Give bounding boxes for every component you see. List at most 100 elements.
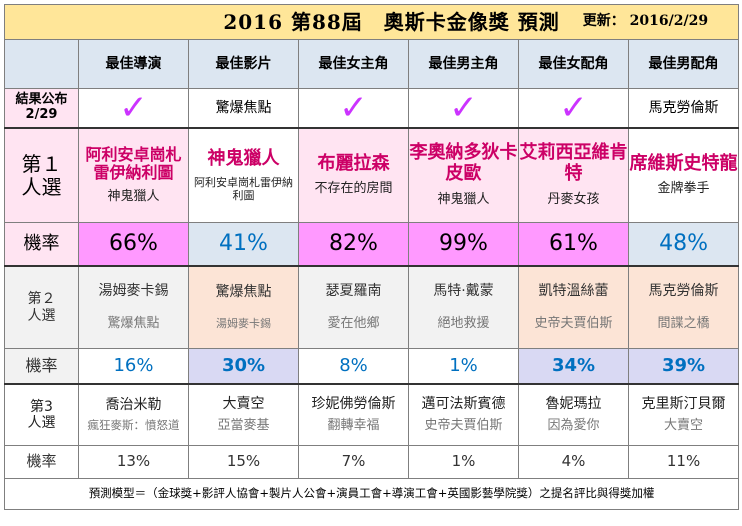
nominee-film: 亞當麥基	[217, 417, 270, 433]
nominee-name: 馬克勞倫斯	[648, 282, 719, 299]
checkmark-icon: ✓	[339, 88, 368, 128]
nominee-film: 驚爆焦點	[107, 316, 160, 332]
nominee-name: 邁可法斯賓德	[421, 396, 506, 413]
rank3-cell: 魯妮瑪拉 因為愛你	[518, 383, 629, 446]
rank3-cell: 珍妮佛勞倫斯 翻轉幸福	[298, 383, 409, 446]
result-cell: ✓	[298, 88, 409, 129]
rank2-label-line1: 第２	[27, 291, 56, 308]
nominee-film: 神鬼獵人	[107, 189, 160, 205]
nominee-name: 馬特·戴蒙	[433, 282, 494, 299]
updated-label: 更新：	[582, 13, 625, 29]
result-label-date: 2/29	[25, 107, 58, 122]
prob-value: 7%	[298, 445, 409, 479]
nominee-name: 凱特溫絲蕾	[538, 282, 609, 299]
nominee-film: 間諜之橋	[657, 316, 710, 332]
nominee-film: 大賣空	[664, 417, 704, 433]
rank3-cell: 邁可法斯賓德 史帝夫賈伯斯	[408, 383, 519, 446]
nominee-name: 驚爆焦點	[215, 284, 272, 301]
title-cell: 2016 第88屆 奧斯卡金像獎 預測 更新： 2016/2/29	[3, 4, 740, 40]
model-footnote: 預測模型＝（金球獎+影評人協會+製片人公會+演員工會+導演工會+英國影藝學院獎）…	[3, 478, 740, 510]
nominee-name: 大賣空	[222, 396, 265, 413]
rank1-label-line2: 人選	[21, 174, 62, 199]
prob-value: 16%	[78, 348, 189, 385]
rank2-row: 第２ 人選 湯姆麥卡錫 驚爆焦點 驚爆焦點 湯姆麥卡錫 瑟夏羅南 愛在他鄉 馬特…	[4, 265, 740, 349]
prob-value: 61%	[518, 222, 629, 267]
prob-value: 15%	[188, 445, 299, 479]
nominee-name: 李奧納多狄卡皮歐	[409, 142, 518, 185]
nominee-film: 因為愛你	[547, 417, 600, 433]
rank1-prob-row: 機率 66% 41% 82% 99% 61% 48%	[4, 222, 740, 267]
rank3-label: 第3 人選	[4, 383, 79, 446]
rank1-cell: 席維斯史特龍 金牌拳手	[627, 127, 740, 223]
nominee-film: 神鬼獵人	[437, 191, 490, 207]
nominee-film: 愛在他鄉	[327, 316, 380, 332]
nominee-name: 布麗拉森	[317, 152, 390, 174]
footer-row: 預測模型＝（金球獎+影評人協會+製片人公會+演員工會+導演工會+英國影藝學院獎）…	[3, 478, 740, 510]
nominee-name: 珍妮佛勞倫斯	[311, 396, 396, 413]
rank2-label-line2: 人選	[27, 307, 56, 324]
rank2-cell: 湯姆麥卡錫 驚爆焦點	[78, 265, 189, 349]
header-blank	[4, 39, 79, 89]
prob-value: 1%	[408, 445, 519, 479]
nominee-name: 席維斯史特龍	[629, 152, 738, 174]
nominee-film: 絕地救援	[437, 316, 490, 332]
prob-label: 機率	[4, 222, 79, 267]
nominee-name: 艾莉西亞維肯特	[519, 142, 628, 185]
nominee-film: 不存在的房間	[314, 181, 393, 197]
rank3-cell: 喬治米勒 瘋狂麥斯：憤怒道	[78, 383, 189, 446]
update-stamp: 更新： 2016/2/29	[583, 13, 708, 29]
nominee-film: 瘋狂麥斯：憤怒道	[87, 418, 180, 433]
updated-date: 2016/2/29	[629, 13, 709, 29]
nominee-name: 喬治米勒	[105, 397, 162, 414]
prob-value: 99%	[408, 222, 519, 267]
rank1-cell: 神鬼獵人 阿利安卓崗札雷伊納利圖	[188, 127, 299, 223]
category-header: 最佳女配角	[518, 39, 629, 89]
nominee-film: 史帝夫賈伯斯	[534, 316, 613, 332]
prob-value: 39%	[627, 348, 740, 385]
prob-value: 41%	[188, 222, 299, 267]
checkmark-icon: ✓	[119, 88, 148, 128]
rank1-cell: 艾莉西亞維肯特 丹麥女孩	[518, 127, 629, 223]
prob-value: 11%	[627, 445, 740, 479]
prob-value: 8%	[298, 348, 409, 385]
prob-label: 機率	[4, 445, 79, 479]
rank1-cell: 布麗拉森 不存在的房間	[298, 127, 409, 223]
rank3-cell: 大賣空 亞當麥基	[188, 383, 299, 446]
checkmark-icon: ✓	[559, 88, 588, 128]
rank2-cell: 瑟夏羅南 愛在他鄉	[298, 265, 409, 349]
category-header: 最佳男主角	[408, 39, 519, 89]
nominee-name: 阿利安卓崗札雷伊納利圖	[85, 144, 182, 183]
prob-label: 機率	[4, 348, 79, 385]
result-cell: 驚爆焦點	[188, 88, 299, 129]
prob-value: 82%	[298, 222, 409, 267]
rank1-label-line1: 第１	[21, 151, 62, 176]
nominee-name: 魯妮瑪拉	[545, 396, 602, 413]
rank3-cell: 克里斯汀貝爾 大賣空	[627, 383, 740, 446]
page-title: 2016 第88屆 奧斯卡金像獎 預測	[223, 9, 560, 34]
nominee-film: 金牌拳手	[657, 181, 710, 197]
nominee-name: 神鬼獵人	[207, 147, 280, 169]
nominee-name: 湯姆麥卡錫	[98, 282, 169, 299]
result-label: 結果公布 2/29	[4, 88, 79, 129]
prediction-table: 2016 第88屆 奧斯卡金像獎 預測 更新： 2016/2/29 最佳導演 最…	[3, 4, 740, 510]
nominee-film: 史帝夫賈伯斯	[424, 417, 503, 433]
oscar-prediction-sheet: 2016 第88屆 奧斯卡金像獎 預測 更新： 2016/2/29 最佳導演 最…	[3, 4, 740, 521]
rank2-cell: 馬克勞倫斯 間諜之橋	[627, 265, 740, 349]
result-row: 結果公布 2/29 ✓ 驚爆焦點 ✓ ✓ ✓ 馬克勞倫斯	[4, 88, 740, 129]
nominee-film: 阿利安卓崗札雷伊納利圖	[194, 176, 293, 202]
title-row: 2016 第88屆 奧斯卡金像獎 預測 更新： 2016/2/29	[3, 4, 740, 40]
rank3-row: 第3 人選 喬治米勒 瘋狂麥斯：憤怒道 大賣空 亞當麥基 珍妮佛勞倫斯 翻轉幸福…	[4, 383, 740, 446]
nominee-film: 翻轉幸福	[327, 417, 380, 433]
rank2-cell: 馬特·戴蒙 絕地救援	[408, 265, 519, 349]
rank1-cell: 阿利安卓崗札雷伊納利圖 神鬼獵人	[78, 127, 189, 223]
prob-value: 34%	[518, 348, 629, 385]
prob-value: 48%	[627, 222, 740, 267]
rank3-prob-row: 機率 13% 15% 7% 1% 4% 11%	[4, 445, 740, 479]
rank3-label-line2: 人選	[27, 415, 56, 431]
nominee-name: 克里斯汀貝爾	[641, 396, 726, 413]
result-cell: ✓	[78, 88, 189, 129]
category-header: 最佳男配角	[627, 39, 740, 89]
result-cell: ✓	[408, 88, 519, 129]
rank1-row: 第１ 人選 阿利安卓崗札雷伊納利圖 神鬼獵人 神鬼獵人 阿利安卓崗札雷伊納利圖 …	[4, 127, 740, 223]
rank1-label: 第１ 人選	[4, 127, 79, 223]
